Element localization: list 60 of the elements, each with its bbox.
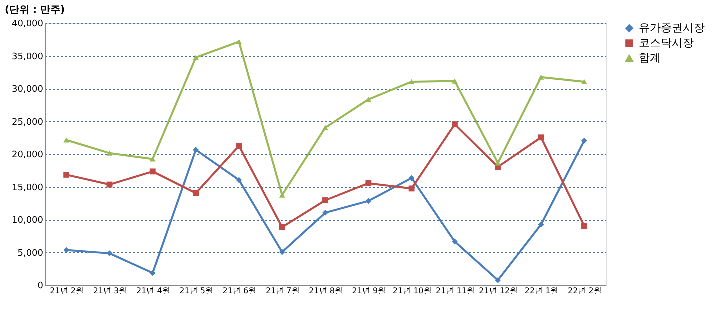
x-tick-label: 21년 3월 [93, 286, 128, 296]
point [366, 97, 372, 102]
point [581, 79, 588, 85]
point [150, 168, 156, 175]
x-tick-label: 21년 8월 [309, 286, 343, 296]
y-tick-label: 25,000 [12, 118, 44, 128]
x-tick-label: 21년 7월 [266, 286, 300, 296]
x-tick-label: 21년 6월 [222, 286, 257, 296]
point [452, 122, 458, 128]
y-tick-label: 15,000 [12, 183, 44, 194]
point [150, 270, 156, 276]
point [495, 277, 502, 284]
x-tick-label: 21년 9월 [352, 286, 386, 296]
legend-label: 코스닥시장 [639, 36, 694, 50]
point [452, 238, 458, 245]
point [408, 175, 415, 182]
point [193, 190, 199, 196]
point [150, 156, 156, 162]
x-tick-label: 21년 2월 [50, 286, 84, 296]
point [322, 125, 328, 130]
y-tick-label: 5,000 [18, 248, 44, 259]
x-tick-label: 21년 4월 [136, 286, 170, 296]
point [106, 250, 113, 257]
point [322, 210, 328, 216]
x-tick-label: 22년 2월 [568, 286, 602, 296]
point [236, 177, 242, 184]
point [279, 249, 286, 256]
y-tick-label: 40,000 [12, 20, 44, 30]
y-tick-label: 20,000 [12, 150, 44, 160]
x-tick-label: 21년 5월 [180, 286, 214, 296]
x-tick-label: 21년 10월 [392, 286, 432, 296]
point [581, 223, 588, 230]
legend-label: 유가증권시장 [639, 22, 705, 34]
point [538, 74, 544, 80]
x-tick-label: 22년 1월 [524, 286, 559, 296]
y-axis-title: (단위 : 만주) [5, 5, 66, 16]
point [236, 143, 242, 150]
point [452, 78, 458, 84]
point [279, 224, 286, 230]
point [581, 138, 588, 144]
x-tick-label: 21년 12월 [479, 286, 518, 296]
point [538, 134, 544, 141]
x-tick-label: 21년 11월 [436, 286, 475, 296]
y-tick-label: 10,000 [12, 216, 44, 226]
point [64, 138, 70, 143]
legend-label: 합계 [639, 52, 661, 64]
point [236, 39, 242, 45]
point [366, 198, 372, 204]
point [495, 160, 502, 166]
point [408, 186, 415, 192]
y-tick-label: 30,000 [12, 85, 44, 95]
point [106, 150, 113, 156]
point [366, 180, 372, 186]
point [64, 172, 70, 178]
y-tick-label: 35,000 [12, 52, 44, 62]
point [193, 55, 199, 60]
point [408, 79, 415, 85]
point [193, 147, 199, 154]
point [322, 198, 328, 204]
y-tick-label: 0 [38, 282, 44, 292]
